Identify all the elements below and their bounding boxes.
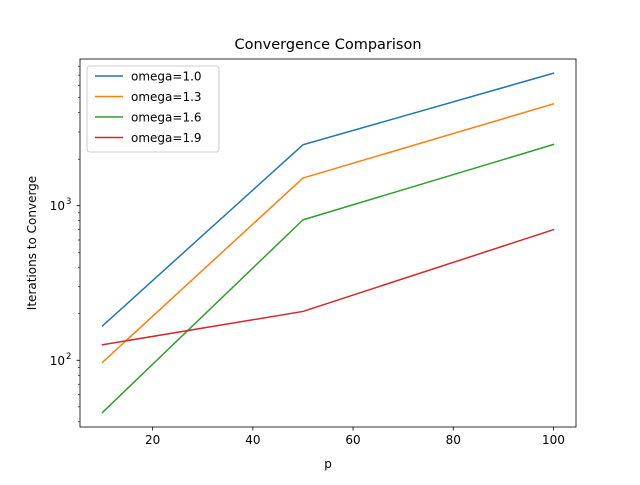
series-line-3 bbox=[101, 228, 555, 346]
axes-frame bbox=[79, 58, 577, 428]
x-tick-label-60: 60 bbox=[345, 433, 360, 447]
legend-item-1[interactable]: omega=1.3 bbox=[95, 90, 202, 104]
axes-border bbox=[79, 58, 577, 428]
legend-item-3[interactable]: omega=1.9 bbox=[95, 131, 202, 145]
series-line-0 bbox=[101, 72, 555, 327]
legend-label-1: omega=1.3 bbox=[131, 90, 202, 104]
legend-label-3: omega=1.9 bbox=[131, 131, 202, 145]
legend-item-2[interactable]: omega=1.6 bbox=[95, 111, 202, 125]
y-tick-label-1000: 10 bbox=[50, 199, 65, 213]
legend[interactable]: omega=1.0 omega=1.3 omega=1.6 omega=1.9 bbox=[86, 65, 220, 153]
legend-label-0: omega=1.0 bbox=[131, 70, 202, 84]
x-tick-label-40: 40 bbox=[245, 433, 260, 447]
x-tick-label-80: 80 bbox=[446, 433, 461, 447]
legend-item-0[interactable]: omega=1.0 bbox=[95, 70, 202, 84]
y-tick-exponent-1000: 3 bbox=[66, 197, 71, 207]
chart-title: Convergence Comparison bbox=[234, 37, 421, 53]
series-line-1 bbox=[101, 102, 555, 364]
x-tick-label-100: 100 bbox=[542, 433, 565, 447]
series-line-2 bbox=[101, 143, 555, 414]
legend-box bbox=[86, 65, 220, 153]
y-tick-exponent-100: 2 bbox=[66, 352, 71, 362]
y-tick-label-100: 10 bbox=[50, 354, 65, 368]
legend-label-2: omega=1.6 bbox=[131, 111, 202, 125]
x-axis-ticks: 20 40 60 80 100 bbox=[145, 427, 565, 447]
y-axis-label: Iterations to Converge bbox=[25, 176, 39, 310]
x-tick-label-20: 20 bbox=[145, 433, 160, 447]
series-layer bbox=[101, 72, 555, 414]
x-axis-label: p bbox=[324, 457, 332, 471]
